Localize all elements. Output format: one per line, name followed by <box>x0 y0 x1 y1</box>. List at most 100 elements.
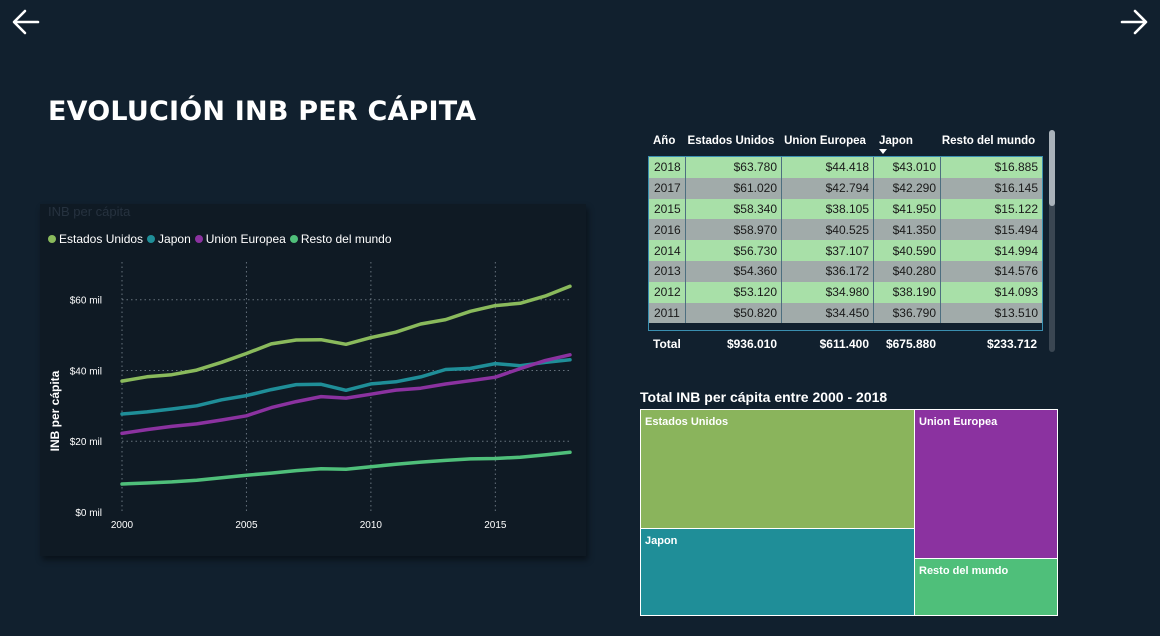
table-row[interactable]: 2013 $54.360 $36.172 $40.280 $14.576 <box>649 260 1042 282</box>
table-cell: $34.980 <box>782 281 874 303</box>
column-header-label: Japon <box>879 135 913 147</box>
table-cell: $44.418 <box>782 157 874 178</box>
treemap-tile-union-europea[interactable]: Union Europea <box>914 409 1058 559</box>
tile-label: Japon <box>645 535 678 547</box>
table-cell: 2011 <box>649 302 686 324</box>
legend-label: Japon <box>158 232 191 246</box>
table-row[interactable]: 2012 $53.120 $34.980 $38.190 $14.093 <box>649 281 1042 303</box>
table-cell: $50.820 <box>686 302 782 324</box>
table-cell: 2013 <box>649 260 686 282</box>
table-cell: $34.450 <box>782 302 874 324</box>
treemap-tile-resto-del-mundo[interactable]: Resto del mundo <box>914 558 1058 616</box>
table-cell: $43.010 <box>874 157 941 178</box>
table-cell: 2016 <box>649 219 686 241</box>
x-tick-label: 2010 <box>360 520 383 531</box>
table-row[interactable]: 2011 $50.820 $34.450 $36.790 $13.510 <box>649 302 1042 324</box>
table-cell: 2012 <box>649 281 686 303</box>
table-cell: $37.107 <box>782 240 874 261</box>
tile-label: Resto del mundo <box>919 565 1009 577</box>
data-table[interactable]: Año Estados Unidos Union Europea Japon R… <box>640 128 1060 358</box>
table-cell: $15.494 <box>994 222 1038 237</box>
table-cell: 2015 <box>649 198 686 220</box>
table-cell: 2014 <box>649 240 686 261</box>
back-arrow-button[interactable] <box>10 6 42 38</box>
y-tick-label: $60 mil <box>70 296 102 307</box>
total-cell: $936.010 <box>726 337 777 351</box>
total-cell: $611.400 <box>819 337 869 351</box>
treemap-title: Total INB per cápita entre 2000 - 2018 <box>640 389 888 405</box>
chart-legend: Estados Unidos Japon Union Europea Resto… <box>48 232 396 246</box>
treemap-tile-japon[interactable]: Japon <box>640 528 915 616</box>
table-cell: $14.994 <box>994 243 1038 258</box>
y-tick-label: $40 mil <box>70 366 102 377</box>
tile-label: Estados Unidos <box>645 416 729 428</box>
forward-arrow-button[interactable] <box>1118 6 1150 38</box>
line-chart-svg: $0 mil $20 mil $40 mil $60 mil 2000 2005 2010 2… <box>48 262 572 531</box>
y-tick-label: $0 mil <box>75 508 102 519</box>
scrollbar-thumb[interactable] <box>1049 130 1055 206</box>
arrow-right-icon <box>1120 9 1148 35</box>
y-axis-label: INB per cápita <box>48 370 62 451</box>
table-cell: $40.590 <box>874 240 941 261</box>
legend-dot-icon <box>147 235 156 243</box>
series-line-estados-unidos <box>120 284 572 383</box>
total-cell: $233.712 <box>986 337 1037 351</box>
table-row[interactable]: 2018 $63.780 $44.418 $43.010 $16.885 <box>649 157 1042 178</box>
legend-item-japon[interactable]: Japon <box>147 232 191 246</box>
series-line-union-europea <box>120 353 572 436</box>
table-cell: $38.105 <box>782 198 874 220</box>
legend-dot-icon <box>289 235 298 243</box>
table-body: 2018 $63.780 $44.418 $43.010 $16.885 201… <box>648 156 1043 331</box>
column-header-estados-unidos[interactable]: Estados Unidos <box>687 135 775 147</box>
arrow-left-icon <box>12 9 40 35</box>
column-header-ano[interactable]: Año <box>653 135 676 147</box>
table-cell: $58.340 <box>686 198 782 220</box>
legend-label: Resto del mundo <box>300 232 392 246</box>
line-chart-panel[interactable]: INB per cápita Estados Unidos Japon Unio… <box>40 204 586 556</box>
legend-item-estados-unidos[interactable]: Estados Unidos <box>48 232 143 246</box>
legend-item-resto-del-mundo[interactable]: Resto del mundo <box>289 232 392 246</box>
column-header-union-europea[interactable]: Union Europea <box>784 135 866 147</box>
table-cell: $36.172 <box>782 260 874 282</box>
table-total-row: Total $936.010 $611.400 $675.880 $233.71… <box>648 334 1043 354</box>
sort-descending-icon <box>879 149 887 154</box>
x-tick-label: 2000 <box>111 520 134 531</box>
table-row[interactable]: 2017 $61.020 $42.794 $42.290 $16.145 <box>649 177 1042 199</box>
table-row[interactable]: 2015 $58.340 $38.105 $41.950 $15.122 <box>649 198 1042 220</box>
column-header-japon[interactable]: Japon <box>873 135 940 154</box>
table-cell: 2018 <box>649 157 686 178</box>
table-row[interactable]: 2014 $56.730 $37.107 $40.590 $14.994 <box>649 240 1042 261</box>
table-cell: $42.290 <box>874 177 941 199</box>
table-cell: $36.790 <box>874 302 941 324</box>
series-line-japon <box>120 358 572 416</box>
legend-item-union-europea[interactable]: Union Europea <box>194 232 286 246</box>
table-header-row: Año Estados Unidos Union Europea Japon R… <box>648 128 1043 154</box>
legend-dot-icon <box>48 235 56 243</box>
table-scrollbar[interactable] <box>1049 130 1055 352</box>
table-cell: $15.122 <box>994 201 1038 216</box>
table-cell: $41.950 <box>874 198 941 220</box>
total-label: Total <box>653 337 681 351</box>
table-cell: $16.885 <box>994 160 1038 175</box>
legend-label: Estados Unidos <box>59 232 144 246</box>
table-cell: $40.280 <box>874 260 941 282</box>
table-cell: $40.525 <box>782 219 874 241</box>
tile-label: Union Europea <box>919 416 998 428</box>
table-cell: 2017 <box>649 177 686 199</box>
y-tick-label: $20 mil <box>70 437 102 448</box>
column-header-resto-del-mundo[interactable]: Resto del mundo <box>941 135 1036 147</box>
table-cell: $13.510 <box>994 305 1038 320</box>
table-cell: $42.794 <box>782 177 874 199</box>
table-cell: $56.730 <box>686 240 782 261</box>
treemap-chart[interactable]: Estados Unidos Union Europea Japon Resto… <box>640 409 1058 616</box>
series-line-resto-del-mundo <box>120 450 572 486</box>
table-cell: $61.020 <box>686 177 782 199</box>
table-cell: $54.360 <box>686 260 782 282</box>
table-cell: $53.120 <box>686 281 782 303</box>
table-cell: $14.576 <box>994 264 1038 279</box>
table-cell: $16.145 <box>994 181 1038 196</box>
x-tick-label: 2015 <box>484 520 507 531</box>
table-row[interactable]: 2016 $58.970 $40.525 $41.350 $15.494 <box>649 219 1042 241</box>
treemap-tile-estados-unidos[interactable]: Estados Unidos <box>640 409 915 529</box>
table-cell: $63.780 <box>686 157 782 178</box>
